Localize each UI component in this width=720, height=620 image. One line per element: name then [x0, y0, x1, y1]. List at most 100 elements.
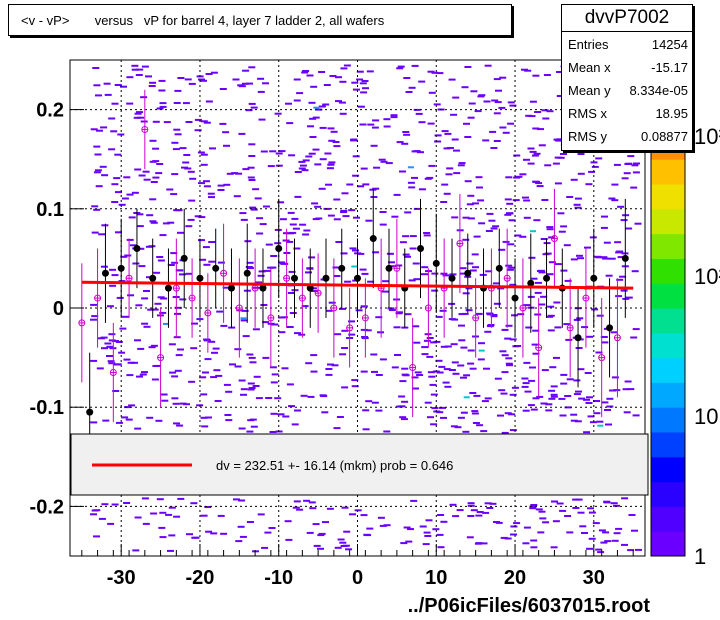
histogram-cell — [450, 343, 458, 346]
histogram-cell — [217, 189, 225, 191]
histogram-cell — [91, 231, 99, 234]
histogram-cell — [463, 374, 471, 377]
histogram-cell — [431, 289, 439, 292]
histogram-cell — [587, 507, 594, 510]
histogram-cell — [379, 223, 387, 226]
histogram-cell — [111, 201, 119, 203]
data-point-open — [157, 354, 165, 362]
histogram-cell — [530, 546, 538, 549]
histogram-cell — [554, 263, 562, 266]
histogram-cell — [521, 377, 529, 380]
histogram-cell — [525, 326, 533, 329]
stat-row-entries: Entries 14254 — [568, 37, 688, 59]
histogram-cell — [123, 358, 131, 361]
histogram-cell — [172, 148, 180, 151]
histogram-cell — [426, 355, 434, 358]
histogram-cell — [319, 126, 327, 129]
histogram-cell — [617, 205, 625, 208]
histogram-cell — [505, 176, 513, 179]
histogram-cell — [597, 551, 605, 554]
title-box: <v - vP> versus vP for barrel 4, layer 7… — [8, 4, 512, 36]
histogram-cell — [379, 358, 387, 361]
histogram-cell — [298, 167, 306, 170]
histogram-cell — [424, 401, 432, 404]
histogram-cell — [628, 514, 636, 516]
histogram-cell — [298, 160, 306, 163]
histogram-cell — [200, 153, 208, 156]
histogram-cell — [527, 295, 535, 298]
histogram-cell — [581, 326, 589, 329]
histogram-cell — [418, 121, 426, 124]
histogram-cell — [223, 383, 231, 386]
histogram-cell — [482, 139, 490, 142]
histogram-cell — [294, 195, 302, 198]
histogram-cell — [593, 412, 601, 415]
histogram-cell — [471, 410, 479, 413]
histogram-cell — [191, 322, 198, 325]
histogram-cell — [348, 320, 355, 323]
histogram-cell — [362, 409, 370, 412]
histogram-cell — [498, 389, 506, 392]
histogram-cell — [411, 64, 419, 67]
histogram-cell — [240, 218, 248, 221]
histogram-cell — [166, 188, 174, 191]
histogram-cell — [576, 254, 583, 257]
histogram-cell — [156, 163, 164, 165]
histogram-cell — [436, 533, 444, 536]
histogram-cell — [263, 269, 271, 272]
histogram-cell — [307, 125, 314, 128]
histogram-cell — [254, 197, 262, 200]
histogram-cell — [155, 172, 163, 175]
histogram-cell — [293, 500, 301, 503]
histogram-cell — [601, 401, 609, 404]
histogram-cell — [355, 309, 363, 312]
histogram-cell — [467, 194, 475, 197]
histogram-cell — [475, 542, 483, 545]
histogram-cell — [395, 405, 403, 408]
data-point-open — [314, 289, 322, 297]
histogram-cell — [393, 193, 401, 196]
histogram-cell — [426, 337, 434, 339]
histogram-cell — [305, 155, 313, 158]
histogram-cell — [359, 123, 367, 126]
histogram-cell — [476, 186, 483, 189]
histogram-cell — [497, 287, 505, 290]
histogram-cell — [570, 413, 578, 416]
histogram-cell — [253, 375, 261, 378]
histogram-cell — [226, 172, 234, 175]
histogram-cell — [494, 101, 502, 104]
histogram-cell — [245, 109, 253, 112]
histogram-cell — [457, 164, 465, 167]
histogram-cell — [294, 409, 301, 412]
histogram-cell — [534, 291, 542, 294]
histogram-cell — [399, 380, 407, 383]
histogram-cell — [360, 91, 368, 94]
histogram-cell — [301, 71, 309, 74]
histogram-cell — [242, 69, 250, 72]
histogram-cell — [238, 427, 246, 430]
histogram-cell — [586, 547, 593, 550]
histogram-cell — [196, 318, 204, 321]
histogram-cell — [278, 150, 286, 153]
histogram-cell — [542, 253, 550, 256]
histogram-cell — [578, 397, 586, 400]
histogram-cell — [462, 216, 470, 219]
histogram-cell — [248, 179, 256, 181]
histogram-cell — [328, 161, 336, 164]
fit-legend: dv = 232.51 +- 16.14 (mkm) prob = 0.646 — [70, 433, 649, 496]
histogram-cell — [600, 336, 608, 338]
histogram-cell — [202, 180, 210, 183]
histogram-cell — [472, 202, 479, 205]
histogram-cell — [270, 381, 278, 384]
histogram-cell — [504, 198, 512, 201]
histogram-cell — [461, 86, 469, 89]
histogram-cell — [207, 192, 215, 195]
histogram-cell — [148, 85, 156, 87]
histogram-cell — [546, 228, 554, 231]
histogram-cell — [621, 177, 629, 180]
histogram-cell — [177, 231, 184, 234]
histogram-cell — [382, 280, 390, 283]
histogram-cell — [203, 121, 211, 124]
stat-value: 0.08877 — [641, 129, 688, 144]
